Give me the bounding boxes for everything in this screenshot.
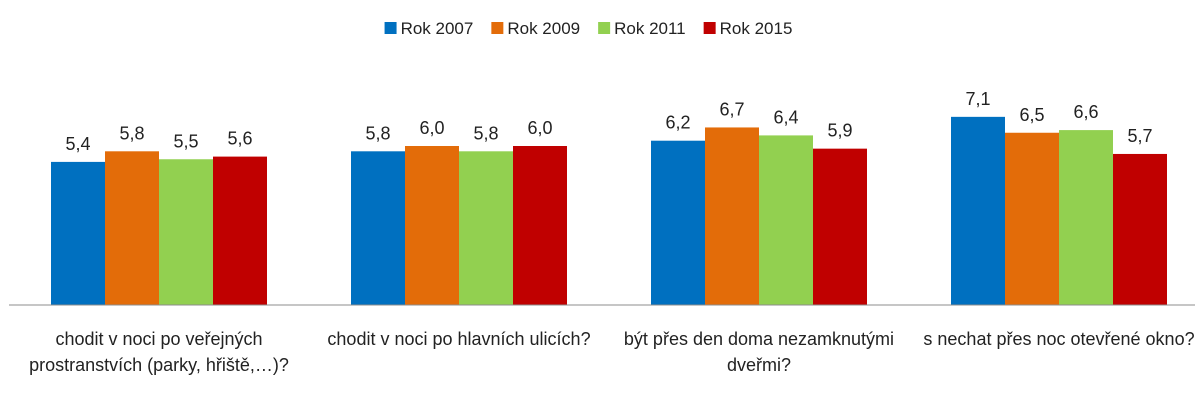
bar: [1005, 132, 1059, 305]
x-tick-label: s nechat přes noc otevřené okno?: [923, 329, 1195, 349]
value-label: 5,6: [227, 129, 252, 149]
x-tick-label: chodit v noci po hlavních ulicích?: [327, 329, 591, 349]
value-label: 6,0: [527, 118, 552, 138]
legend-item: Rok 2009: [491, 19, 580, 38]
value-label: 6,5: [1019, 105, 1044, 125]
bar: [513, 146, 567, 305]
bar: [213, 156, 267, 305]
value-label: 5,7: [1127, 126, 1152, 146]
bar: [459, 151, 513, 305]
bar: [759, 135, 813, 305]
bar: [951, 116, 1005, 305]
x-tick-label: být přes den doma nezamknutými dveřmi?: [623, 329, 895, 375]
bar: [159, 159, 213, 305]
x-tick-label: chodit v noci po veřejných prostranstvíc…: [29, 329, 289, 375]
legend-swatch: [598, 22, 611, 34]
legend-label: Rok 2015: [720, 19, 793, 38]
legend-item: Rok 2011: [598, 19, 686, 38]
value-label: 5,8: [119, 123, 144, 143]
value-label: 6,6: [1073, 102, 1098, 122]
bar: [705, 127, 759, 305]
value-label: 5,5: [173, 131, 198, 151]
value-label: 5,8: [473, 123, 498, 143]
legend-item: Rok 2007: [384, 19, 474, 38]
legend-swatch: [491, 22, 504, 34]
legend-label: Rok 2007: [401, 19, 474, 38]
bar: [651, 140, 705, 305]
bar: [51, 161, 105, 305]
value-label: 6,4: [773, 107, 798, 127]
value-label: 6,7: [719, 99, 744, 119]
value-label: 7,1: [965, 89, 990, 109]
bar: [1059, 130, 1113, 305]
value-label: 6,0: [419, 118, 444, 138]
bar: [105, 151, 159, 305]
bar: [1113, 153, 1167, 305]
legend-item: Rok 2015: [703, 19, 793, 38]
value-label: 5,4: [65, 134, 90, 154]
value-label: 5,9: [827, 121, 852, 141]
bar: [813, 148, 867, 305]
legend-label: Rok 2009: [507, 19, 580, 38]
legend-label: Rok 2011: [614, 19, 686, 38]
value-label: 6,2: [665, 113, 690, 133]
legend-swatch: [703, 22, 716, 34]
legend-swatch: [384, 22, 397, 34]
bar: [351, 151, 405, 305]
bar: [405, 146, 459, 305]
value-label: 5,8: [365, 123, 390, 143]
